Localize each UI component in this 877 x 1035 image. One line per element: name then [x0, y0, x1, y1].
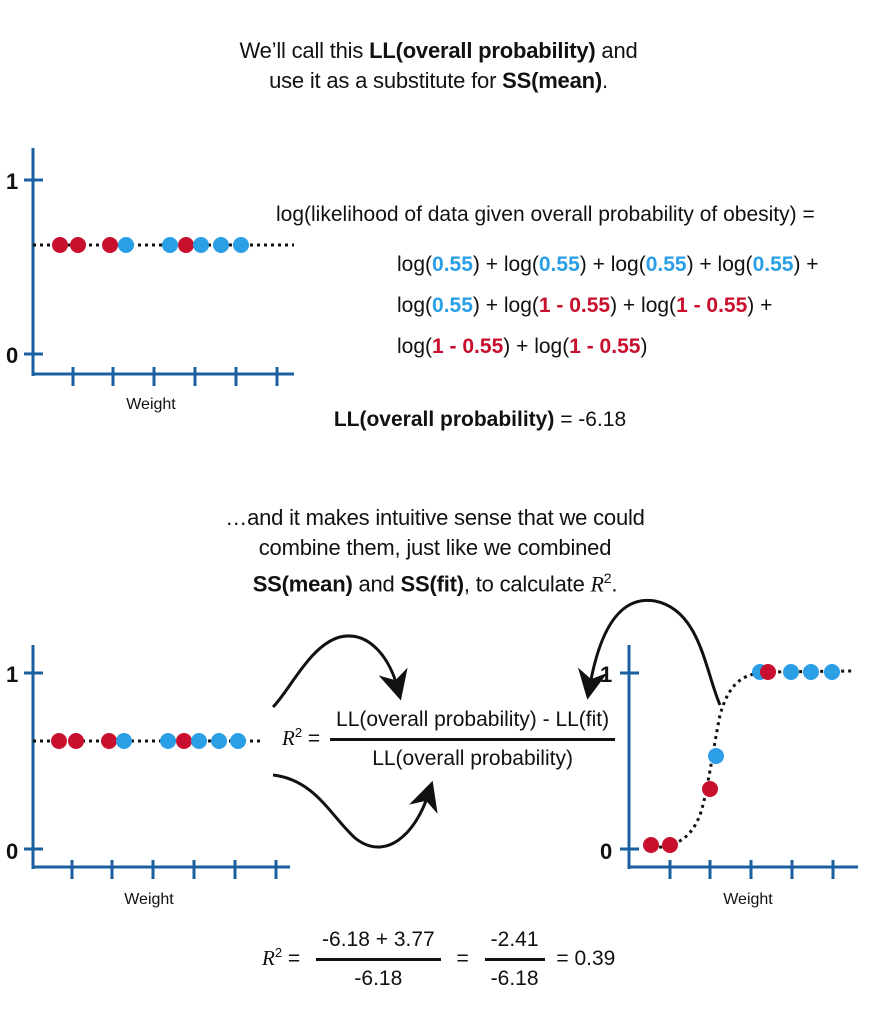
log-terms-row-3: log(1 - 0.55) + log(1 - 0.55) — [397, 335, 648, 358]
top-caption: We’ll call this LL(overall probability) … — [0, 36, 877, 96]
y-tick-label-0: 0 — [6, 839, 18, 864]
data-point-obese — [233, 237, 249, 253]
data-points — [52, 237, 249, 253]
data-point-not-obese — [702, 781, 718, 797]
data-point-not-obese — [760, 664, 776, 680]
data-point-not-obese — [662, 837, 678, 853]
r-squared-numerator: LL(overall probability) - LL(fit) — [330, 706, 616, 741]
log-terms-row-1: log(0.55) + log(0.55) + log(0.55) + log(… — [397, 253, 819, 276]
top-caption-line-1: We’ll call this LL(overall probability) … — [239, 38, 638, 63]
data-point-not-obese — [101, 733, 117, 749]
data-points — [51, 733, 246, 749]
overall-probability-plot-bottom: 1 0 Weight — [6, 645, 290, 908]
middle-caption: …and it makes intuitive sense that we co… — [0, 503, 870, 599]
data-point-obese — [160, 733, 176, 749]
y-tick-label-1: 1 — [6, 662, 18, 687]
data-point-not-obese — [178, 237, 194, 253]
calc-fraction-1: -6.18 + 3.77 -6.18 — [316, 926, 441, 993]
data-point-obese — [803, 664, 819, 680]
data-point-not-obese — [176, 733, 192, 749]
arrow-bottom-left-icon — [272, 773, 438, 849]
y-tick-label-0: 0 — [600, 839, 612, 864]
data-point-obese — [162, 237, 178, 253]
r-squared-fraction: LL(overall probability) - LL(fit) LL(ove… — [330, 706, 616, 773]
arrow-top-left-icon — [271, 634, 408, 709]
log-terms-row-2: log(0.55) + log(1 - 0.55) + log(1 - 0.55… — [397, 294, 773, 317]
calc-fraction-2: -2.41 -6.18 — [484, 926, 545, 993]
data-point-obese — [824, 664, 840, 680]
log-likelihood-terms: log(0.55) + log(0.55) + log(0.55) + log(… — [397, 244, 819, 367]
middle-caption-line-1: …and it makes intuitive sense that we co… — [225, 505, 645, 530]
r-squared-result: = 0.39 — [556, 947, 616, 971]
data-point-obese — [708, 748, 724, 764]
data-point-not-obese — [643, 837, 659, 853]
data-point-obese — [193, 237, 209, 253]
middle-caption-line-3: SS(mean) and SS(fit), to calculate R2. — [252, 570, 618, 597]
logistic-fit-plot: 1 0 Weight — [600, 645, 858, 908]
ll-overall-result: LL(overall probability) = -6.18 — [333, 408, 627, 431]
arrow-from-fit-icon — [577, 598, 722, 706]
data-point-obese — [230, 733, 246, 749]
r-squared-formula: R2 = LL(overall probability) - LL(fit) L… — [282, 706, 616, 773]
y-tick-label-1: 1 — [6, 169, 18, 194]
x-axis-label: Weight — [723, 891, 773, 908]
top-caption-line-2: use it as a substitute for SS(mean). — [269, 68, 608, 93]
log-likelihood-header: log(likelihood of data given overall pro… — [276, 203, 815, 226]
data-points — [643, 664, 840, 853]
y-tick-label-0: 0 — [6, 343, 18, 368]
x-axis-label: Weight — [126, 396, 176, 413]
data-point-obese — [118, 237, 134, 253]
data-point-obese — [116, 733, 132, 749]
data-point-not-obese — [52, 237, 68, 253]
data-point-not-obese — [51, 733, 67, 749]
data-point-not-obese — [70, 237, 86, 253]
r-squared-calculation: R2 = -6.18 + 3.77 -6.18 = -2.41 -6.18 = … — [262, 926, 615, 993]
data-point-obese — [191, 733, 207, 749]
data-point-obese — [213, 237, 229, 253]
data-point-not-obese — [68, 733, 84, 749]
data-point-obese — [783, 664, 799, 680]
r-squared-denominator: LL(overall probability) — [372, 747, 573, 770]
middle-caption-line-2: combine them, just like we combined — [258, 535, 612, 560]
logistic-curve — [644, 669, 854, 850]
data-point-obese — [211, 733, 227, 749]
x-axis-label: Weight — [124, 891, 174, 908]
data-point-not-obese — [102, 237, 118, 253]
overall-probability-plot-top: 1 0 Weight — [6, 148, 294, 413]
